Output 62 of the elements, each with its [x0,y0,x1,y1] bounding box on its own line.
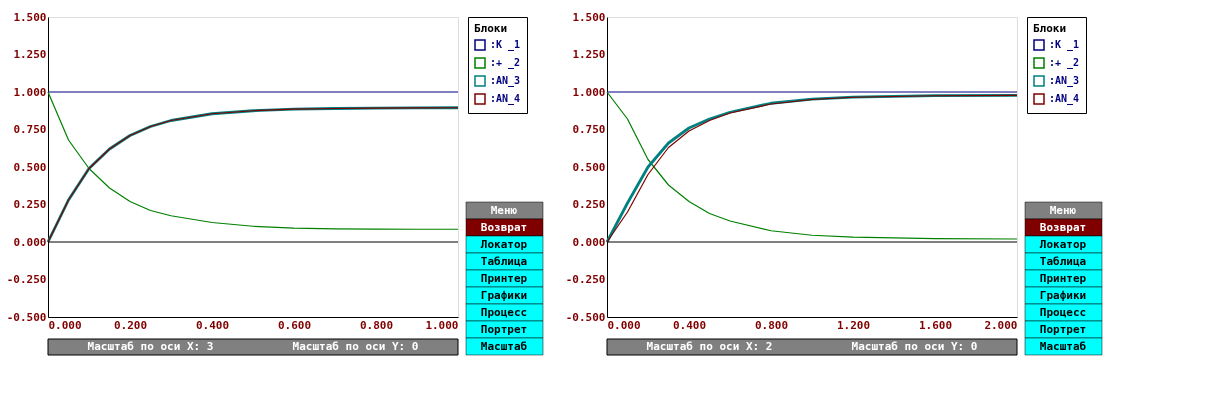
legend-title: Блоки [1033,22,1067,35]
y-tick-label: -0.500 [6,310,47,324]
y-tick-label: 0.000 [13,235,47,249]
y-tick-label: -0.250 [6,273,47,286]
text: Портрет [1039,322,1087,336]
legend-label: :+ _2 [1049,57,1080,69]
legend-label: :AN_4 [490,93,521,105]
x-tick-label: 0.000 [48,318,82,332]
text: Графики [1039,288,1087,302]
y-tick-label: 1.250 [13,48,47,61]
y-tick-label: 0.500 [572,160,606,174]
y-tick-label: 1.250 [572,48,606,61]
legend-label: :К _1 [1049,39,1080,51]
text: Таблица [1039,254,1087,268]
legend-label: :К _1 [490,39,521,51]
x-tick-label: 1.600 [918,318,953,332]
y-tick-label: 0.250 [13,198,47,211]
x-tick-label: 0.400 [195,318,230,332]
y-tick-label: 0.250 [572,198,606,211]
legend-label: :AN_3 [1049,75,1080,87]
text: Локатор [1039,237,1087,251]
text: Масштаб по оси X: 3 [87,340,214,353]
x-tick-label: 0.800 [359,318,394,332]
y-tick-label: 0.750 [572,123,606,136]
x-tick-label: 0.400 [672,318,707,332]
text: Таблица [480,254,528,268]
text: Возврат [480,220,528,234]
y-tick-label: 1.000 [13,85,47,99]
text: Масштаб [480,339,528,353]
y-tick-label: -0.500 [565,310,606,324]
x-tick-label: 0.000 [607,318,641,332]
text: Возврат [1039,220,1087,234]
legend-label: :AN_4 [1049,93,1080,105]
text: Графики [480,288,528,302]
text: Меню [1049,203,1077,217]
y-tick-label: 1.500 [572,10,606,24]
y-tick-label: 1.500 [13,10,47,24]
legend-label: :+ _2 [490,57,521,69]
x-tick-label: 0.800 [754,318,789,332]
text: Масштаб по оси X: 2 [646,340,773,353]
legend-label: :AN_3 [490,75,521,87]
text: Меню [490,203,518,217]
x-tick-label: 1.200 [836,318,871,332]
x-tick-label: 2.000 [984,318,1018,332]
y-tick-label: 0.750 [13,123,47,136]
y-tick-label: 1.000 [572,85,606,99]
y-tick-label: 0.500 [13,160,47,174]
text: Принтер [480,271,528,285]
legend-title: Блоки [474,22,508,35]
x-tick-label: 0.600 [277,318,312,332]
text: Процесс [480,305,528,319]
text: Масштаб по оси Y: 0 [851,340,978,353]
text: Принтер [1039,271,1087,285]
text: Локатор [480,237,528,251]
text: Масштаб по оси Y: 0 [292,340,419,353]
text: Процесс [1039,305,1087,319]
y-tick-label: 0.000 [572,235,606,249]
text: Масштаб [1039,339,1087,353]
x-tick-label: 0.200 [113,318,148,332]
y-tick-label: -0.250 [565,273,606,286]
text: Портрет [480,322,528,336]
x-tick-label: 1.000 [425,318,459,332]
